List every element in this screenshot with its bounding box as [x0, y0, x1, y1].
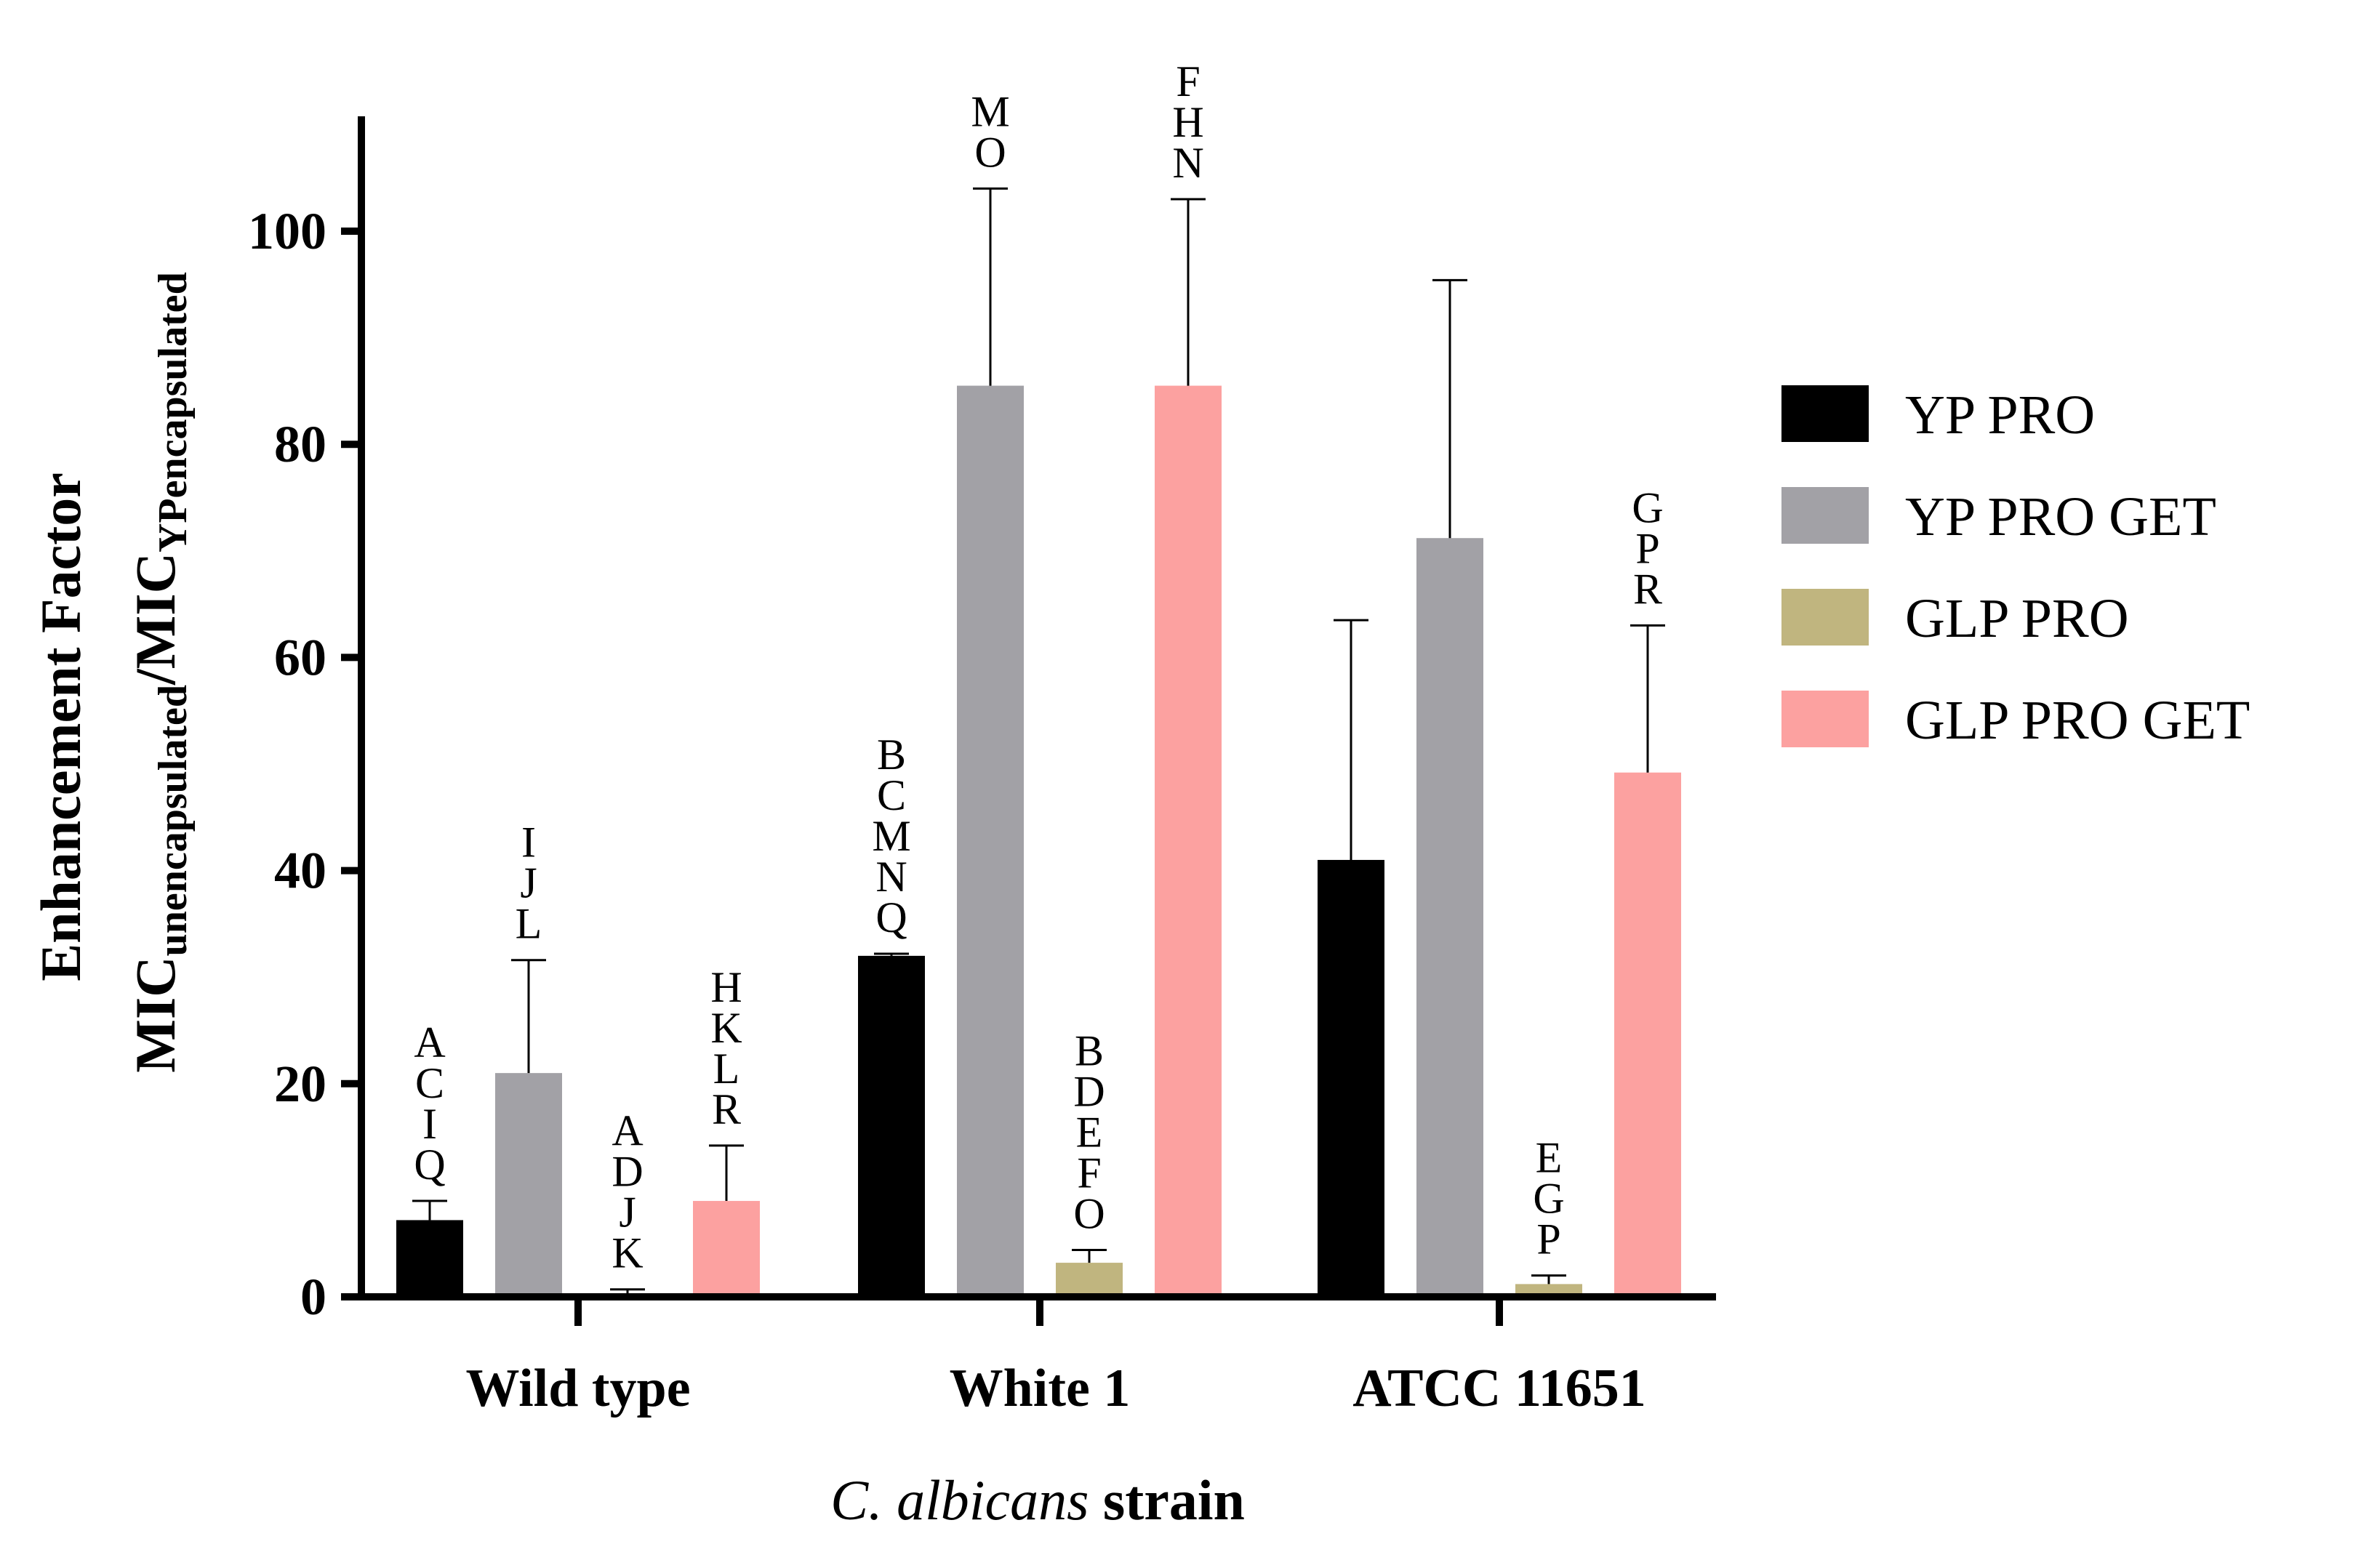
significance-letter: L — [713, 1045, 740, 1093]
bars-layer — [396, 385, 1681, 1297]
significance-letter: M — [971, 87, 1009, 135]
significance-letter: P — [1536, 1215, 1560, 1263]
significance-letter: J — [619, 1189, 636, 1237]
mic-label-1: MIC — [124, 956, 187, 1072]
significance-letter: H — [710, 963, 742, 1011]
significance-letter: D — [1073, 1067, 1105, 1115]
legend-label: GLP PRO GET — [1905, 690, 2250, 751]
significance-letter: I — [422, 1100, 437, 1148]
significance-letter: B — [877, 731, 906, 779]
error-bars-layer — [412, 187, 1665, 1294]
significance-letter: K — [710, 1004, 742, 1052]
significance-letter: H — [1172, 98, 1203, 146]
y-tick-label: 100 — [248, 202, 326, 260]
bar — [858, 955, 925, 1297]
legend-label: YP PRO — [1905, 385, 2095, 446]
significance-letter: P — [1635, 524, 1659, 572]
significance-letter: I — [521, 819, 536, 867]
significance-letter: G — [1533, 1175, 1564, 1223]
significance-letter: L — [516, 900, 542, 948]
mic-subscript-2: YPencapsulated — [151, 272, 196, 552]
significance-letter: K — [612, 1229, 643, 1277]
significance-letter: N — [875, 853, 907, 901]
significance-letter: E — [1536, 1134, 1563, 1182]
y-tick-label: 40 — [274, 842, 326, 900]
significance-letter: D — [612, 1148, 643, 1196]
x-axis-title-italic: C. albicans — [830, 1468, 1089, 1532]
significance-letter: E — [1076, 1108, 1103, 1156]
legend-swatch — [1781, 487, 1869, 544]
significance-letter: C — [415, 1059, 444, 1107]
bar — [1416, 538, 1483, 1297]
y-axis-subtitle: MICunencapsulated/MICYPencapsulated — [124, 272, 196, 1073]
significance-letter: R — [712, 1085, 741, 1133]
significance-letter: R — [1633, 565, 1662, 613]
bar — [1614, 772, 1681, 1297]
x-ticks-layer: Wild type White 1 ATCC 11651 — [465, 1297, 1646, 1418]
bar — [1056, 1263, 1123, 1297]
significance-letter: O — [974, 128, 1006, 176]
bar — [957, 385, 1024, 1297]
significance-letter: N — [1172, 139, 1203, 187]
bar — [693, 1201, 760, 1297]
bar — [1155, 385, 1222, 1297]
significance-letter: A — [414, 1018, 445, 1066]
significance-letter: F — [1176, 57, 1200, 105]
legend: YP PRO YP PRO GET GLP PRO GLP PRO GET — [1781, 385, 2250, 751]
mic-slash: / — [124, 668, 187, 686]
bar — [396, 1220, 463, 1297]
x-axis-title: C. albicans strain — [830, 1468, 1245, 1532]
significance-letter: G — [1632, 483, 1663, 531]
legend-label: YP PRO GET — [1905, 486, 2216, 547]
legend-swatch — [1781, 385, 1869, 442]
y-tick-label: 20 — [274, 1055, 326, 1113]
y-tick-label: 0 — [300, 1268, 326, 1326]
significance-letter: F — [1077, 1149, 1101, 1197]
x-category-label: Wild type — [465, 1359, 690, 1418]
y-tick-label: 80 — [274, 415, 326, 473]
y-axis-title: Enhancement Factor — [29, 473, 92, 981]
significance-letter: O — [1073, 1189, 1105, 1237]
x-category-label: ATCC 11651 — [1352, 1359, 1646, 1418]
legend-label: GLP PRO — [1905, 588, 2129, 649]
significance-letter: C — [877, 771, 906, 819]
legend-swatch — [1781, 691, 1869, 747]
y-tick-label: 60 — [274, 628, 326, 686]
x-axis-title-plain: strain — [1089, 1468, 1245, 1532]
significance-letter: A — [612, 1107, 643, 1155]
bar — [1318, 859, 1384, 1297]
legend-swatch — [1781, 589, 1869, 646]
significance-letter: Q — [875, 893, 907, 941]
significance-letter: J — [520, 859, 537, 907]
significance-letter: Q — [414, 1141, 445, 1189]
x-category-label: White 1 — [950, 1359, 1131, 1418]
bar — [495, 1073, 562, 1297]
significance-letter: M — [872, 812, 910, 860]
significance-letter: B — [1075, 1026, 1104, 1074]
mic-subscript-1: unencapsulated — [151, 685, 196, 956]
y-ticks-layer: 0 20 40 60 80 100 — [248, 202, 361, 1326]
mic-label-2: MIC — [124, 552, 187, 669]
